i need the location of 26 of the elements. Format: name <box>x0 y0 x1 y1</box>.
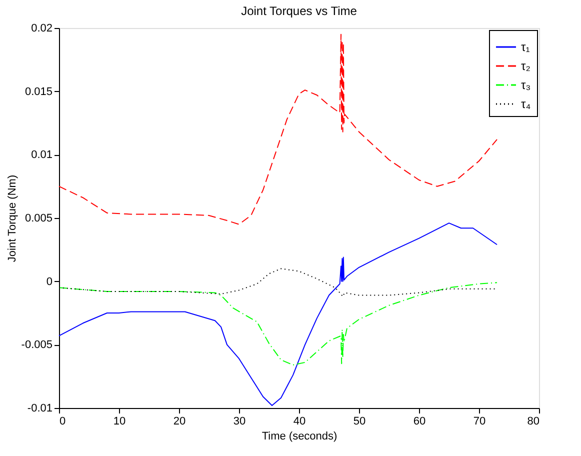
x-tick-label: 10 <box>113 416 126 428</box>
x-tick-label: 40 <box>293 416 306 428</box>
y-tick-label: 0.02 <box>31 22 52 34</box>
y-tick-label: 0 <box>46 276 52 288</box>
x-tick-label: 60 <box>413 416 426 428</box>
line-series <box>58 34 498 225</box>
x-tick-label: 20 <box>173 416 186 428</box>
y-tick-label: -0.005 <box>21 339 52 352</box>
line-series <box>58 282 498 366</box>
line-series <box>58 222 498 406</box>
x-axis-title: Time (seconds) <box>262 430 338 442</box>
x-tick-label: 50 <box>353 416 366 428</box>
x-tick-label: 30 <box>233 416 246 428</box>
x-tick-label: 80 <box>527 416 540 428</box>
y-tick-label: 0.005 <box>24 212 52 224</box>
legend-label: τ₁ <box>521 40 530 54</box>
y-axis-title: Joint Torque (Nm) <box>6 174 18 262</box>
x-tick-label: 0 <box>60 416 66 428</box>
legend-label: τ₃ <box>521 78 531 92</box>
y-tick-label: -0.01 <box>27 402 52 414</box>
x-tick-label: 70 <box>473 416 486 428</box>
y-tick-label: 0.01 <box>31 149 52 162</box>
chart-title: Joint Torques vs Time <box>241 4 358 18</box>
legend-label: τ₂ <box>521 59 531 73</box>
y-tick-label: 0.015 <box>24 86 52 98</box>
legend-label: τ₄ <box>521 97 531 111</box>
